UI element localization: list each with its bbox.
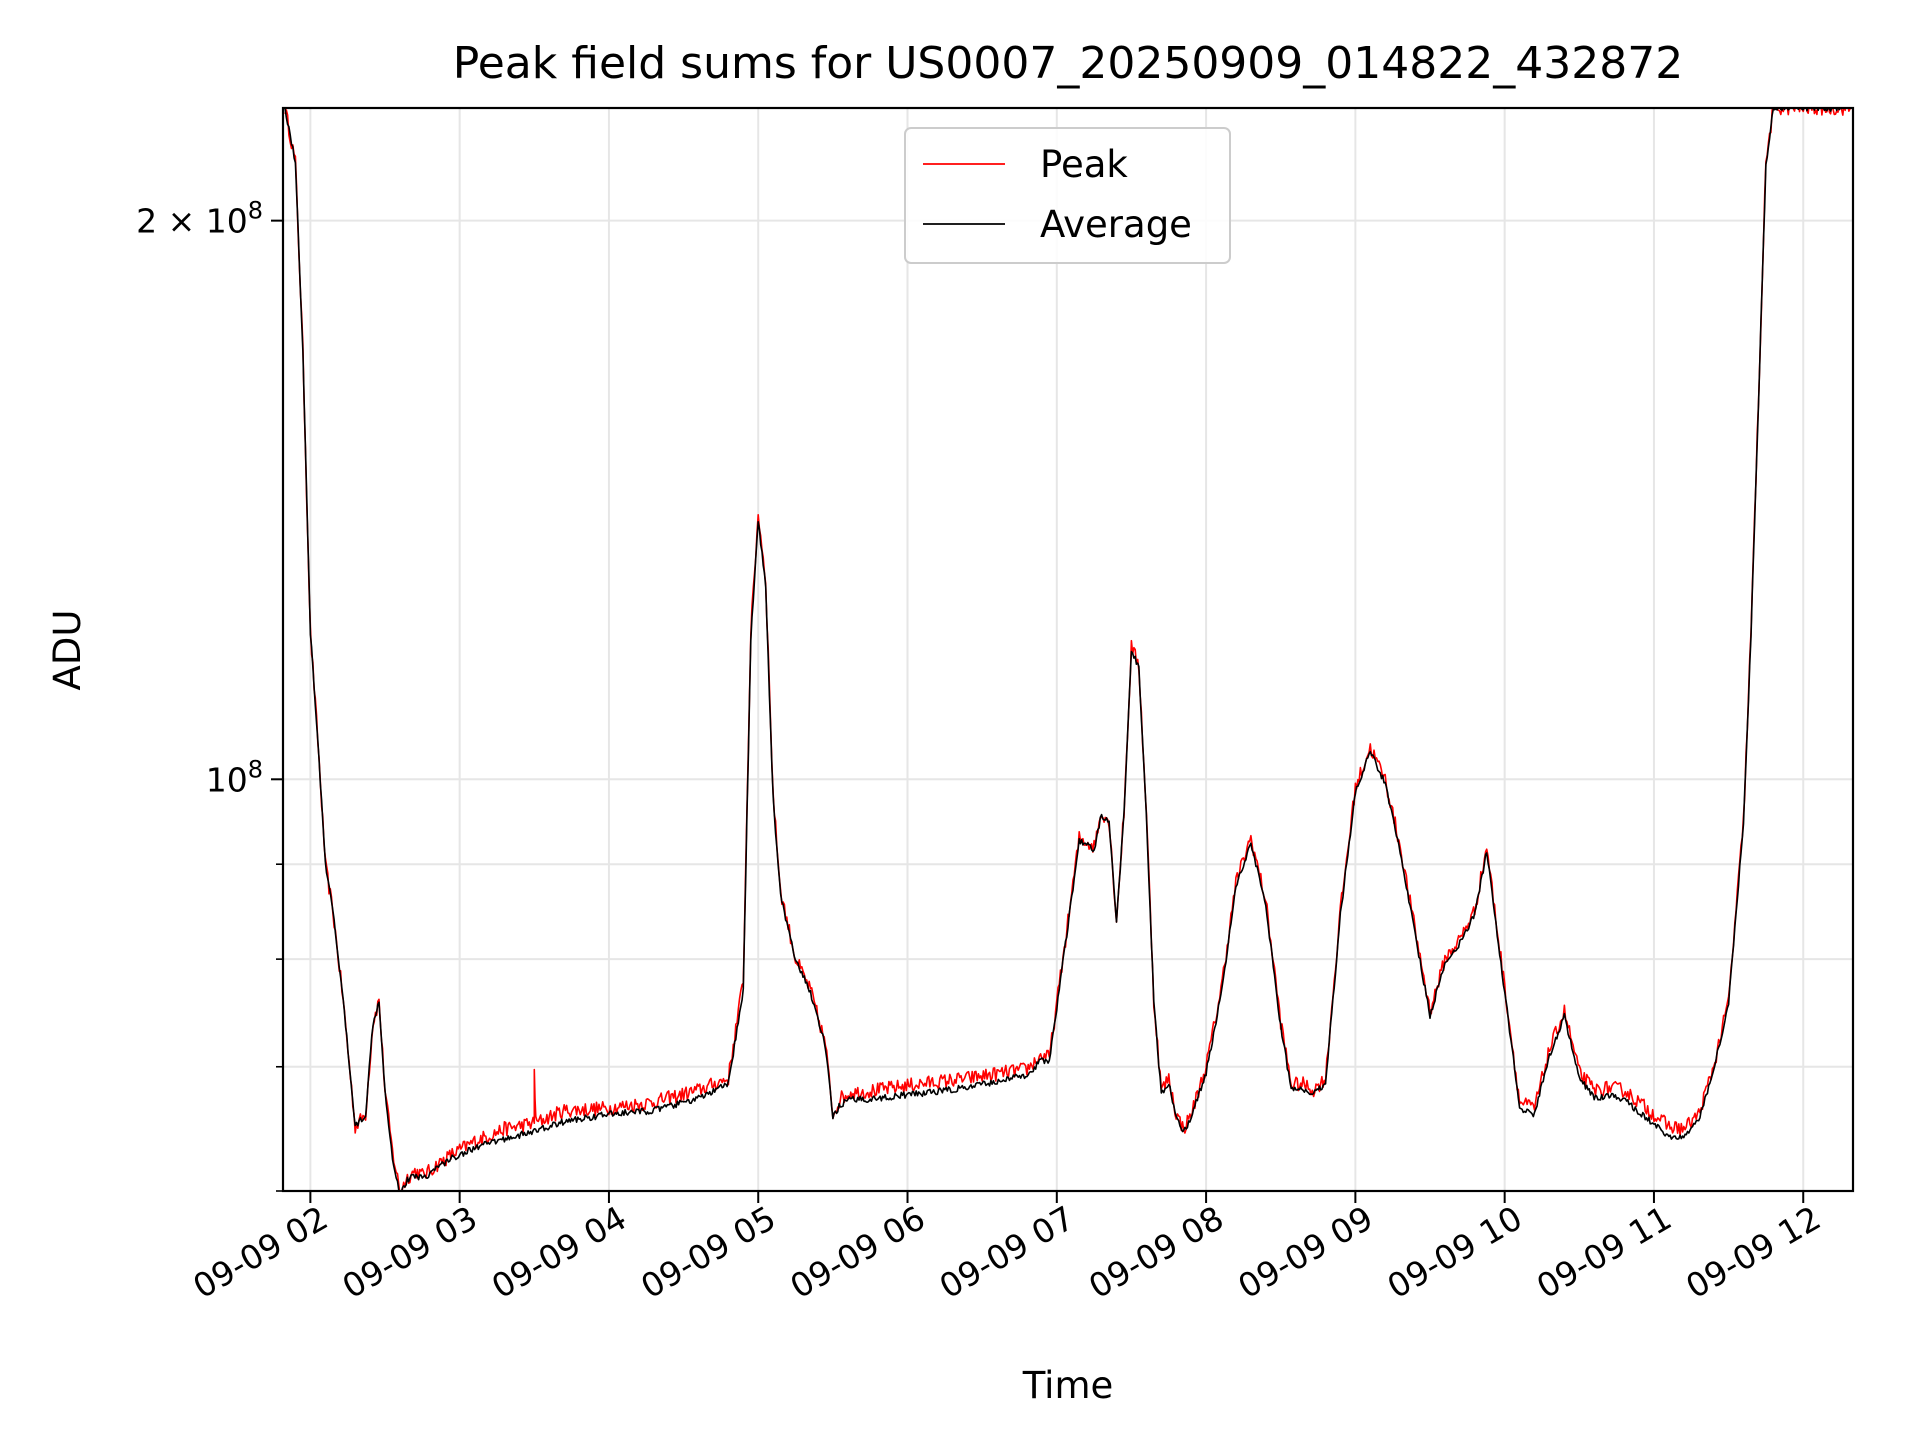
plot-area [284,108,1853,1191]
legend-box [904,127,1231,264]
legend-label: Average [1040,203,1192,246]
y-tick-label: 108 [206,755,263,799]
legend-label: Peak [1040,143,1128,186]
y-axis: 2 × 108 108 [136,197,283,1192]
series-line-average [284,108,1853,1191]
y-axis-label: ADU [46,610,89,691]
y-tick-label: 2 × 108 [136,197,263,241]
x-axis-label: Time [1022,1364,1114,1407]
series-line-peak [284,108,1853,1191]
plot-frame [281,106,1855,1193]
chart-title: Peak field sums for US0007_20250909_0148… [453,38,1683,89]
legend: Peak Average [904,127,1231,264]
